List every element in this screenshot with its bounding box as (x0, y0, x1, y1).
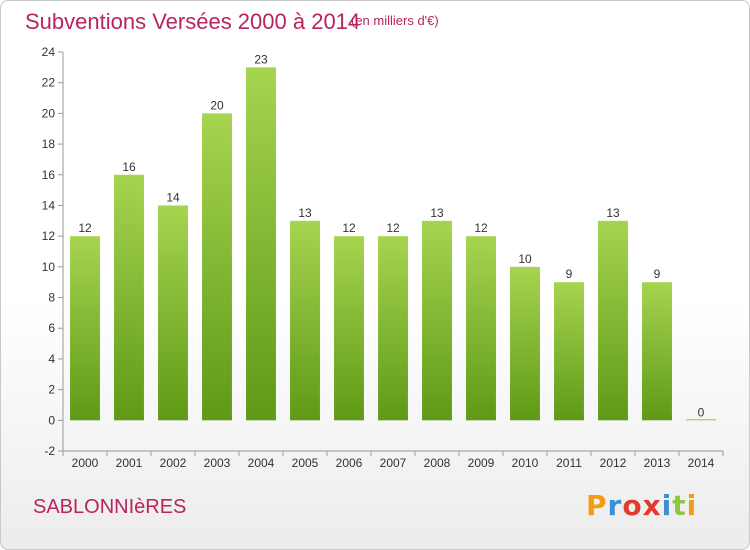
y-tick-label: 22 (42, 76, 56, 90)
bar-value-label-2004: 23 (254, 52, 268, 66)
proxiti-logo: Proxiti (586, 489, 697, 522)
bar-2006 (334, 236, 364, 421)
y-tick-label: 12 (42, 229, 56, 243)
bar-value-label-2010: 10 (518, 252, 532, 266)
y-tick-label: 16 (42, 168, 56, 182)
bar-value-label-2006: 12 (342, 221, 356, 235)
y-tick-label: 4 (48, 352, 55, 366)
bar-value-label-2011: 9 (566, 267, 573, 281)
bar-2009 (466, 236, 496, 421)
logo-letter: o (622, 489, 643, 522)
bar-2000 (70, 236, 100, 421)
logo-letter: x (642, 489, 662, 522)
bar-2010 (510, 266, 540, 421)
y-tick-label: 10 (42, 260, 56, 274)
bar-value-label-2013: 9 (654, 267, 661, 281)
x-tick-label-2001: 2001 (116, 456, 143, 470)
x-tick-label-2014: 2014 (688, 456, 715, 470)
y-tick-label: 20 (42, 106, 56, 120)
bar-2004 (246, 67, 276, 421)
bar-value-label-2002: 14 (166, 190, 180, 204)
logo-letter: t (672, 489, 687, 522)
bar-value-label-2009: 12 (474, 221, 488, 235)
bar-2001 (114, 174, 144, 421)
y-tick-label: 24 (42, 45, 56, 59)
logo-letter: i (661, 489, 673, 522)
x-tick-label-2013: 2013 (644, 456, 671, 470)
x-tick-label-2004: 2004 (248, 456, 275, 470)
bar-value-label-2014: 0 (698, 405, 705, 419)
x-tick-label-2002: 2002 (160, 456, 187, 470)
chart-unit-note: (en milliers d'€) (351, 13, 439, 28)
bar-value-label-2012: 13 (606, 206, 620, 220)
x-tick-label-2005: 2005 (292, 456, 319, 470)
x-tick-label-2012: 2012 (600, 456, 627, 470)
y-tick-label: 14 (42, 198, 56, 212)
x-tick-label-2007: 2007 (380, 456, 407, 470)
x-tick-label-2008: 2008 (424, 456, 451, 470)
bar-2012 (598, 220, 628, 421)
x-tick-label-2003: 2003 (204, 456, 231, 470)
logo-letter: r (607, 489, 623, 522)
bar-2002 (158, 205, 188, 421)
bar-value-label-2008: 13 (430, 206, 444, 220)
x-tick-label-2006: 2006 (336, 456, 363, 470)
chart-title: Subventions Versées 2000 à 2014 (25, 9, 361, 34)
logo-letter: i (686, 489, 698, 522)
y-tick-label: 18 (42, 137, 56, 151)
x-tick-label-2000: 2000 (72, 456, 99, 470)
y-tick-label: 2 (48, 383, 55, 397)
bar-value-label-2005: 13 (298, 206, 312, 220)
bar-2013 (642, 282, 672, 421)
bar-2008 (422, 220, 452, 421)
y-tick-label: 8 (48, 291, 55, 305)
commune-name: SABLONNIèRES (33, 496, 187, 518)
bar-value-label-2001: 16 (122, 160, 136, 174)
bar-2007 (378, 236, 408, 421)
logo-letter: P (586, 489, 608, 522)
x-tick-label-2009: 2009 (468, 456, 495, 470)
bar-2003 (202, 113, 232, 421)
bar-value-label-2007: 12 (386, 221, 400, 235)
y-tick-label: 0 (48, 413, 55, 427)
x-tick-label-2010: 2010 (512, 456, 539, 470)
x-tick-label-2011: 2011 (556, 456, 582, 470)
bar-2011 (554, 282, 584, 421)
bar-2005 (290, 220, 320, 421)
y-tick-label: 6 (48, 321, 55, 335)
bar-value-label-2000: 12 (78, 221, 92, 235)
bar-2014 (686, 419, 716, 421)
bar-value-label-2003: 20 (210, 98, 224, 112)
y-tick-label: -2 (44, 444, 55, 458)
